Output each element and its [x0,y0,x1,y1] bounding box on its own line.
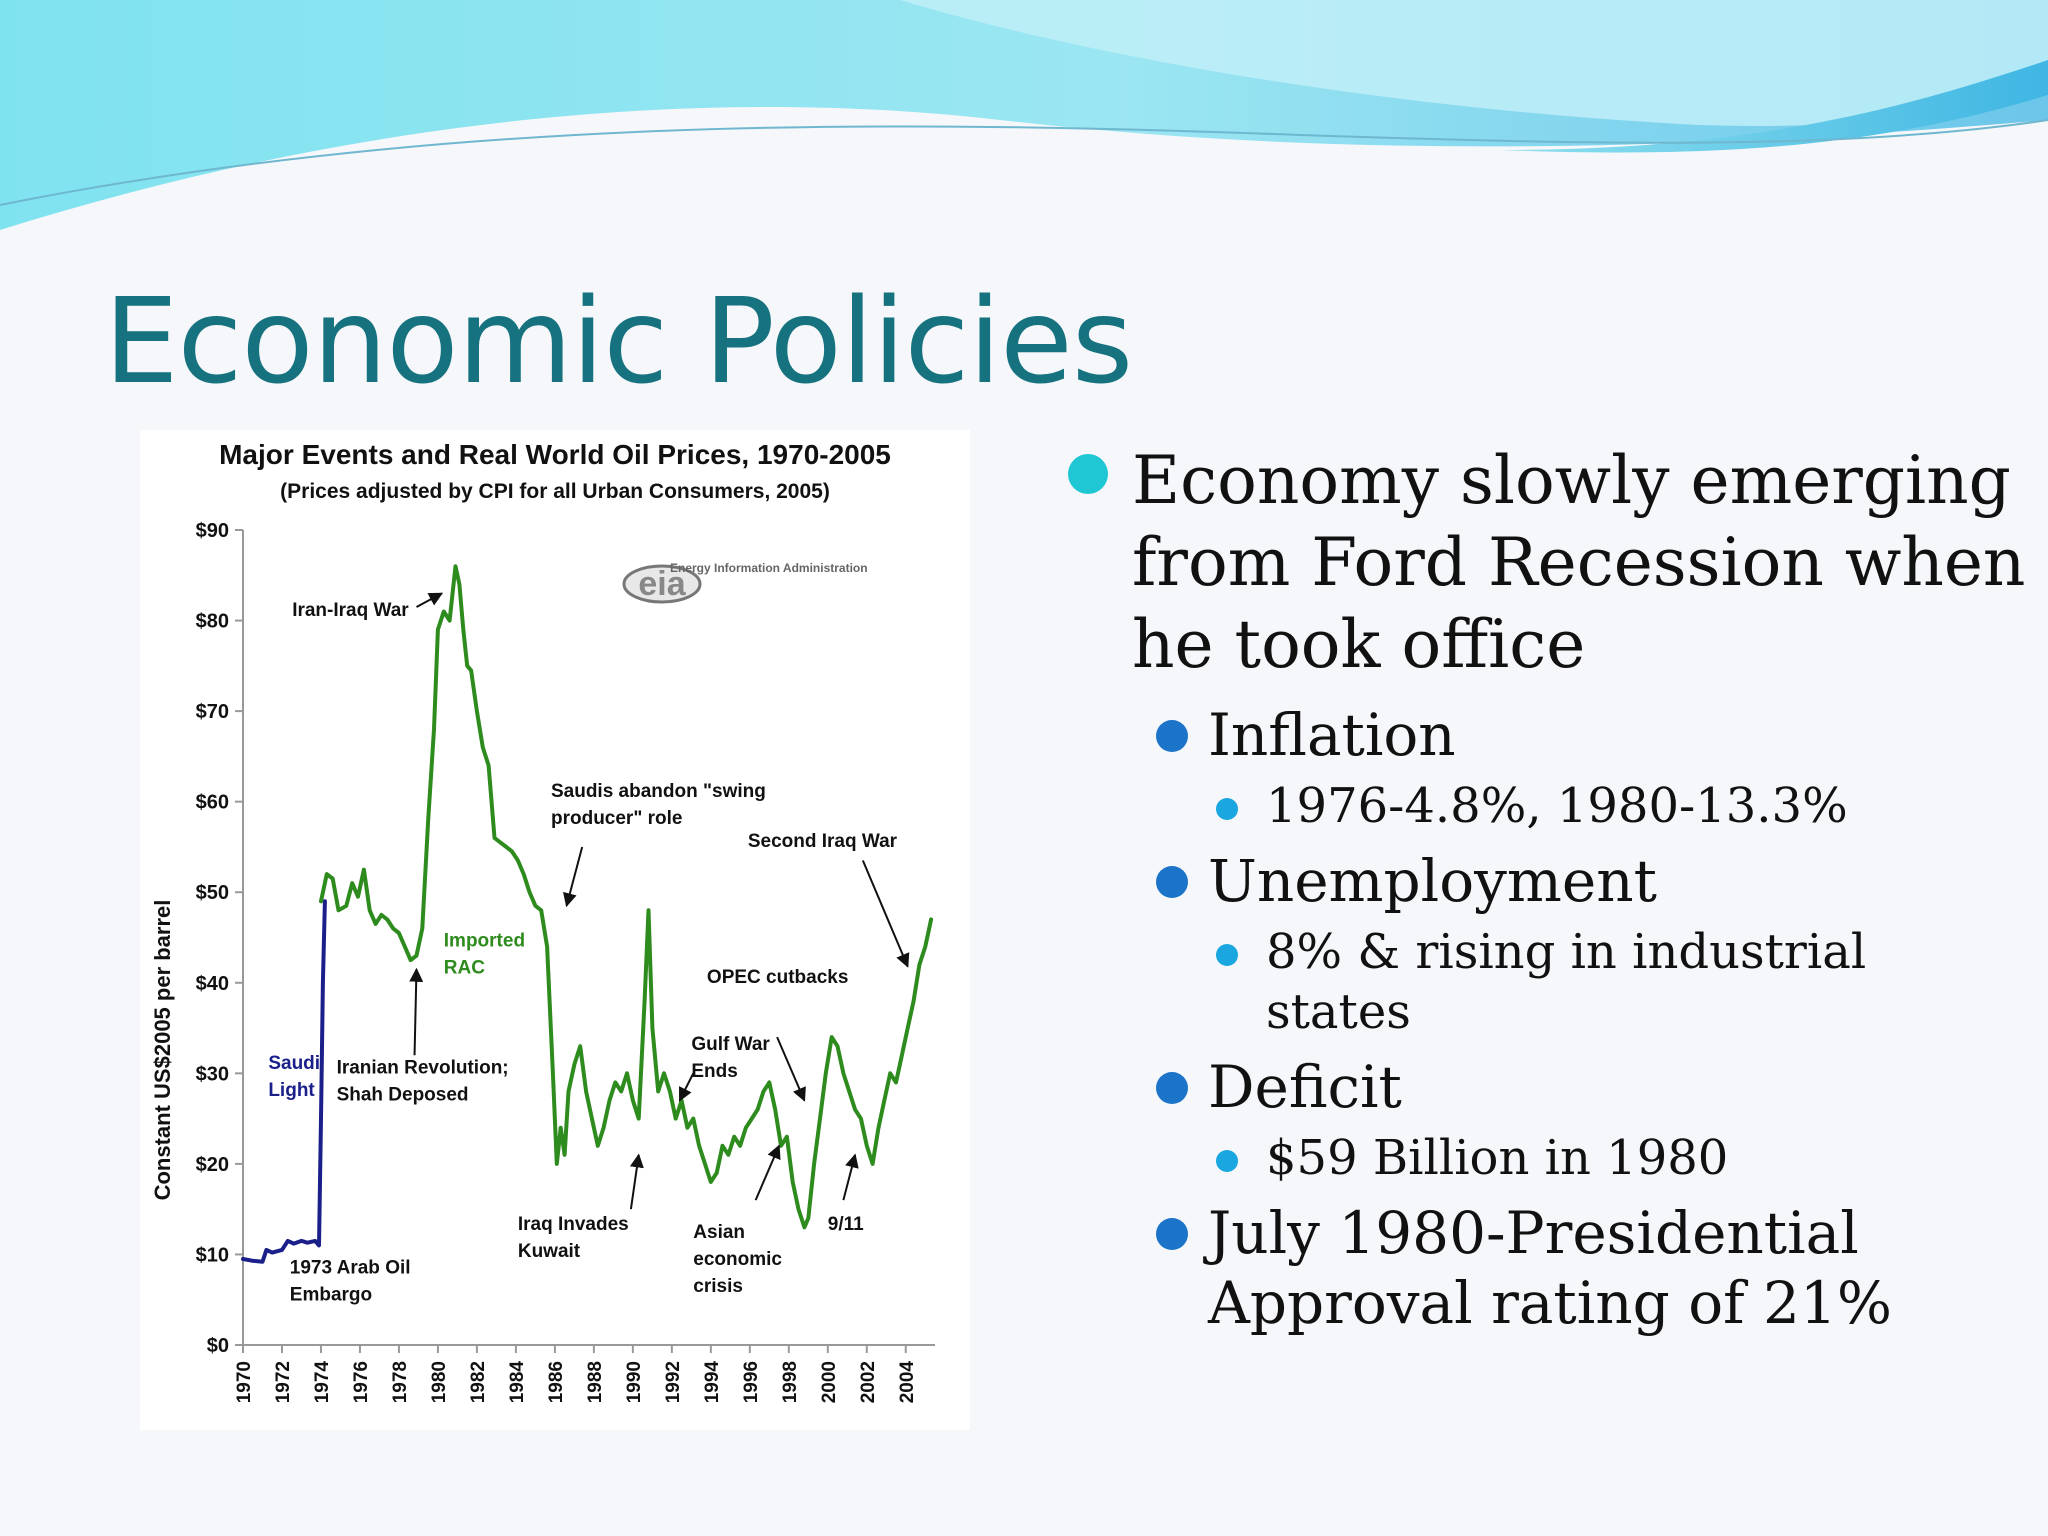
bullet-approval: July 1980-Presidential Approval rating o… [1068,1198,2008,1338]
x-tick-label: 1996 [741,1361,762,1403]
y-tick-label: $40 [196,973,229,995]
annotation-arrow [861,860,910,968]
annotation-label: 1973 Arab Oil Embargo [290,1257,411,1305]
annotation-label: Imported RAC [444,931,525,979]
annotation-label: Iraq Invades Kuwait [518,1214,629,1262]
annotation-arrow [409,967,424,1056]
bullet-dot-icon [1216,798,1238,820]
bullet-unemployment-detail-line-2: states [1266,984,1411,1040]
x-tick-label: 1998 [780,1361,801,1403]
x-tick-label: 1972 [273,1361,294,1403]
wave-band-right [1500,60,2048,153]
bullet-unemployment-detail-line-1: 8% & rising in industrial [1266,924,1867,980]
annotation-arrow [629,1153,644,1210]
bullet-economy: Economy slowly emerging from Ford Recess… [1068,440,2026,686]
y-tick-label: $90 [196,520,229,542]
bullet-dot-icon [1216,944,1238,966]
bullet-inflation-detail-text: 1976-4.8%, 1980-13.3% [1266,778,1848,834]
bullet-inflation-detail: 1976-4.8%, 1980-13.3% [1068,776,2008,836]
x-tick-label: 1978 [390,1361,411,1403]
y-tick-label: $70 [196,701,229,723]
bullet-inflation-label: Inflation [1208,701,1456,769]
annotation-arrow [842,1153,859,1201]
bullet-economy-line-3: he took office [1132,606,1586,683]
y-tick-label: $10 [196,1244,229,1266]
bullet-economy-line-1: Economy slowly emerging [1132,442,2011,519]
x-tick-label: 1970 [234,1361,255,1403]
y-tick-label: $80 [196,611,229,633]
x-tick-label: 1984 [507,1361,528,1404]
y-tick-label: $20 [196,1154,229,1176]
annotation-label: Gulf War Ends [691,1034,770,1082]
bullet-dot-icon [1156,720,1188,752]
bullet-unemployment-label: Unemployment [1208,847,1657,915]
y-tick-label: $50 [196,882,229,904]
x-tick-label: 1990 [624,1361,645,1403]
bullet-approval-line-1: July 1980-Presidential [1208,1199,1859,1267]
x-tick-label: 1988 [585,1361,606,1403]
annotation-label: Asian economic crisis [693,1222,782,1297]
y-tick-label: $60 [196,792,229,814]
annotation-label: Saudis abandon "swing producer" role [551,781,766,829]
bullet-unemployment: Unemployment [1068,846,2008,916]
annotation-label: Iran-Iraq War [292,600,409,621]
series-line-imported-rac [319,564,934,1230]
bullet-deficit-label: Deficit [1208,1053,1402,1121]
bullet-dot-icon [1156,1072,1188,1104]
bullet-dot-icon [1156,866,1188,898]
annotation-arrow [563,846,584,908]
eia-logo-oval [622,564,702,604]
eia-logo-mark: eia [638,565,686,603]
annotation-label: Iranian Revolution; Shah Deposed [337,1057,509,1105]
x-tick-label: 1986 [546,1361,567,1403]
bullet-dot-icon [1216,1150,1238,1172]
x-tick-label: 2002 [858,1361,879,1403]
wave-band-highlight [900,0,2048,126]
series-line-saudi-light [241,899,327,1264]
annotation-arrow [416,592,444,608]
eia-logo-agency: Energy Information Administration [670,561,868,575]
chart-annotations: Iran-Iraq War Saudis abandon "swing produc… [268,592,910,1305]
bullet-dot-icon [1156,1218,1188,1250]
chart-title: Major Events and Real World Oil Prices, … [219,439,891,470]
bullet-dot-icon [1068,454,1108,494]
y-tick-label: $30 [196,1063,229,1085]
x-tick-label: 2004 [897,1361,918,1404]
chart-subtitle: (Prices adjusted by CPI for all Urban Co… [280,480,830,503]
bullet-deficit-detail-text: $59 Billion in 1980 [1266,1130,1729,1186]
y-tick-label: $0 [207,1335,229,1357]
x-tick-label: 1980 [429,1361,450,1403]
x-tick-label: 1976 [351,1361,372,1403]
x-tick-label: 1982 [468,1361,489,1403]
eia-logo: eia Energy Information Administration [622,561,868,604]
x-tick-label: 1974 [312,1361,333,1404]
bullet-list: Economy slowly emerging from Ford Recess… [1068,440,2026,1338]
slide-title: Economic Policies [104,272,1133,410]
bullet-inflation: Inflation [1068,700,2008,770]
annotation-label: Second Iraq War [748,831,898,852]
chart-series [241,564,934,1264]
annotation-label: Saudi Light [268,1053,320,1101]
header-wave-decoration [0,0,2048,230]
x-tick-label: 1994 [702,1361,723,1404]
oil-price-chart: Major Events and Real World Oil Prices, … [150,439,935,1403]
bullet-unemployment-detail: 8% & rising in industrial states [1068,922,2008,1042]
x-tick-label: 2000 [819,1361,840,1403]
annotation-label: 9/11 [828,1214,864,1235]
x-tick-label: 1992 [663,1361,684,1403]
chart-ylabel: Constant US$2005 per barrel [150,900,175,1201]
chart-axes: $0 $10 $20 $30 $40 $50 $60 $70 $80 $90 1970 1972 197… [196,520,935,1403]
wave-line [0,119,2048,206]
annotation-label: OPEC cutbacks [707,967,849,988]
bullet-economy-line-2: from Ford Recession when [1132,524,2026,601]
annotation-arrow [754,1144,781,1201]
oil-price-chart-panel: Major Events and Real World Oil Prices, … [140,430,970,1430]
bullet-approval-line-2: Approval rating of 21% [1208,1269,1892,1337]
bullet-deficit: Deficit [1068,1052,2008,1122]
annotation-arrow [678,1072,695,1102]
bullet-deficit-detail: $59 Billion in 1980 [1068,1128,2008,1188]
annotation-arrow [776,1036,806,1102]
